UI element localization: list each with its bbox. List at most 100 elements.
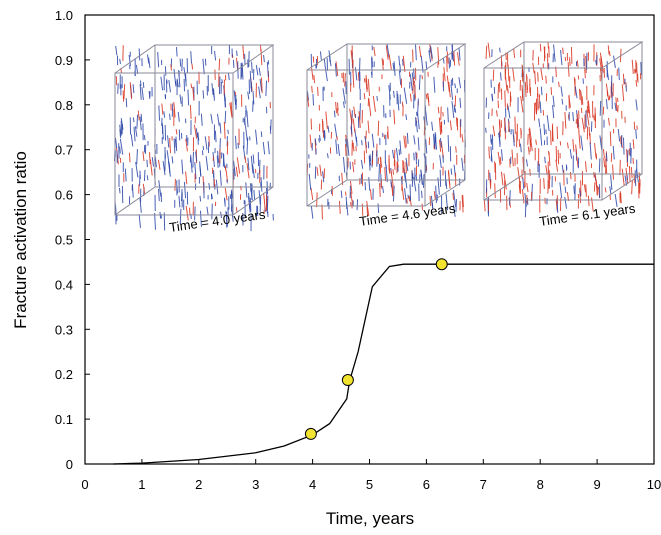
- x-axis-label: Time, years: [326, 509, 414, 528]
- fracture: [500, 72, 501, 80]
- fracture: [463, 195, 464, 207]
- fracture: [563, 48, 564, 54]
- fracture: [460, 98, 461, 108]
- fracture: [554, 45, 556, 62]
- fracture: [259, 68, 260, 76]
- fracture: [457, 52, 459, 65]
- y-tick-label: 0.5: [55, 233, 73, 248]
- fracture: [622, 169, 624, 186]
- fracture: [633, 139, 634, 149]
- fracture: [440, 155, 442, 168]
- fracture: [374, 47, 375, 56]
- fracture: [149, 58, 150, 68]
- fracture: [318, 87, 319, 96]
- fracture: [116, 46, 117, 55]
- fracture: [588, 196, 589, 206]
- x-tick-label: 4: [309, 477, 316, 492]
- fracture: [539, 94, 540, 108]
- fracture: [126, 98, 127, 107]
- fracture: [125, 169, 126, 182]
- fracture: [508, 106, 510, 119]
- fracture: [418, 99, 419, 115]
- curve: [113, 264, 654, 464]
- fracture: [493, 126, 495, 137]
- fracture: [539, 118, 540, 127]
- fracture-insets: [115, 42, 642, 231]
- fracture: [130, 82, 131, 99]
- fracture: [319, 135, 320, 141]
- fracture: [184, 182, 185, 198]
- fracture: [570, 172, 571, 179]
- fracture: [380, 183, 381, 197]
- fracture: [211, 114, 213, 124]
- fracture: [246, 182, 247, 197]
- fracture: [544, 178, 545, 189]
- fracture: [158, 52, 159, 67]
- fracture: [585, 67, 586, 78]
- fracture: [319, 138, 320, 142]
- fracture: [459, 48, 460, 60]
- fracture: [206, 156, 208, 170]
- fracture: [188, 90, 189, 106]
- fracture: [186, 172, 187, 185]
- fracture: [225, 199, 226, 207]
- fracture: [345, 144, 346, 156]
- fracture: [233, 60, 234, 68]
- fracture: [256, 65, 258, 75]
- fracture: [614, 56, 616, 68]
- fracture: [336, 102, 337, 113]
- fracture: [608, 118, 609, 125]
- fracture: [581, 136, 583, 151]
- fracture: [336, 140, 337, 154]
- fracture: [426, 111, 428, 125]
- fracture: [394, 91, 395, 98]
- fracture: [119, 188, 120, 193]
- fracture: [175, 139, 176, 148]
- fracture: [448, 170, 449, 181]
- fracture: [434, 191, 435, 199]
- fracture: [406, 114, 407, 120]
- fracture: [513, 67, 515, 81]
- fracture: [531, 140, 532, 151]
- fracture: [141, 114, 142, 122]
- fracture: [546, 76, 547, 84]
- fracture: [436, 186, 437, 203]
- fracture: [540, 44, 541, 52]
- fracture: [225, 188, 227, 200]
- fracture: [322, 119, 323, 132]
- fracture: [513, 129, 514, 146]
- fracture: [217, 114, 219, 126]
- fracture: [205, 136, 207, 149]
- fracture: [192, 64, 193, 70]
- fracture: [327, 153, 328, 158]
- fracture: [261, 78, 262, 94]
- fracture: [535, 71, 536, 84]
- fracture: [541, 68, 543, 80]
- fracture: [394, 150, 395, 166]
- fracture: [541, 87, 542, 96]
- fracture: [237, 157, 239, 173]
- fracture: [323, 171, 324, 182]
- fracture: [245, 126, 247, 141]
- fracture: [404, 88, 406, 104]
- fracture: [459, 77, 461, 88]
- fracture: [575, 87, 577, 99]
- fracture: [508, 65, 509, 82]
- fracture: [256, 130, 258, 145]
- fracture: [246, 106, 247, 111]
- fracture: [574, 186, 575, 195]
- fracture: [613, 165, 614, 180]
- fracture: [462, 134, 463, 142]
- fracture: [311, 188, 313, 200]
- fracture: [450, 121, 451, 131]
- fracture: [353, 162, 354, 172]
- fracture: [339, 201, 340, 214]
- y-axis-label: Fracture activation ratio: [11, 151, 30, 329]
- fracture: [169, 80, 171, 92]
- fracture: [582, 118, 584, 132]
- fracture: [636, 129, 637, 139]
- fracture: [505, 90, 506, 107]
- fracture: [358, 72, 359, 81]
- fracture: [243, 45, 244, 59]
- fracture: [486, 46, 487, 59]
